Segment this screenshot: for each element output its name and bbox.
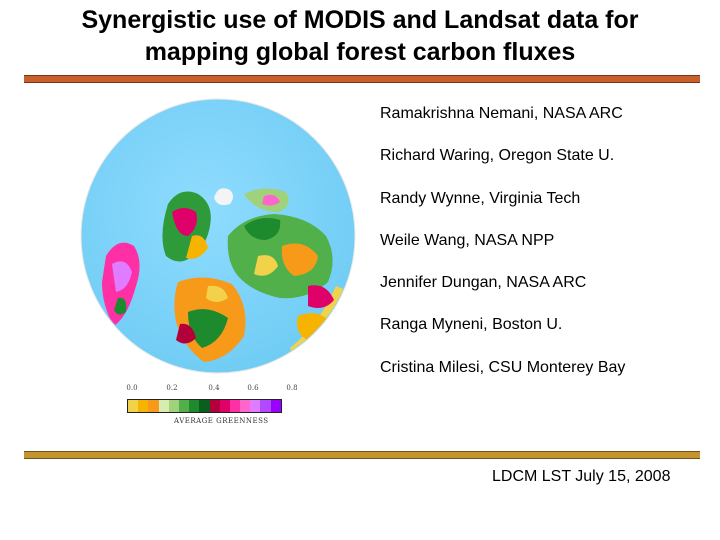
legend-swatch bbox=[229, 400, 241, 412]
legend-swatch bbox=[189, 400, 200, 412]
title-line-1: Synergistic use of MODIS and Landsat dat… bbox=[81, 6, 639, 34]
slide-title: Synergistic use of MODIS and Landsat dat… bbox=[0, 4, 720, 68]
title-divider bbox=[24, 75, 700, 83]
legend-tick: 0.4 bbox=[208, 384, 220, 392]
legend-swatch bbox=[148, 400, 159, 412]
greenness-legend: 0.0 0.2 0.4 0.6 0.8 AVERAGE GREENNESS bbox=[120, 384, 320, 434]
legend-color-bar bbox=[127, 399, 282, 413]
legend-swatch bbox=[128, 400, 139, 412]
legend-tick: 0.6 bbox=[247, 384, 259, 392]
legend-swatch bbox=[209, 400, 220, 412]
legend-swatch bbox=[219, 400, 230, 412]
legend-tick: 0.0 bbox=[126, 384, 138, 392]
legend-label: AVERAGE GREENNESS bbox=[174, 417, 269, 425]
footer-text: LDCM LST July 15, 2008 bbox=[492, 468, 671, 485]
legend-tick: 0.2 bbox=[166, 384, 178, 392]
ndvi-globe-map-icon bbox=[68, 86, 368, 386]
legend-swatch bbox=[158, 400, 169, 412]
legend-swatch bbox=[178, 400, 190, 412]
author-list: Ramakrishna Nemani, NASA ARC Richard War… bbox=[380, 104, 625, 400]
author-item: Jennifer Dungan, NASA ARC bbox=[380, 274, 587, 292]
legend-tick: 0.8 bbox=[286, 384, 298, 392]
legend-swatch bbox=[260, 400, 271, 412]
footer-divider bbox=[24, 451, 700, 459]
legend-swatch bbox=[138, 400, 149, 412]
legend-ticks: 0.0 0.2 0.4 0.6 0.8 bbox=[120, 384, 320, 394]
legend-swatch bbox=[270, 400, 281, 412]
author-item: Cristina Milesi, CSU Monterey Bay bbox=[380, 358, 626, 376]
author-item: Ramakrishna Nemani, NASA ARC bbox=[380, 105, 623, 122]
author-item: Ranga Myneni, Boston U. bbox=[380, 316, 563, 334]
title-line-2: mapping global forest carbon fluxes bbox=[144, 38, 576, 66]
author-item: Randy Wynne, Virginia Tech bbox=[380, 189, 581, 207]
legend-swatch bbox=[240, 400, 251, 412]
author-item: Richard Waring, Oregon State U. bbox=[380, 147, 615, 165]
author-item: Weile Wang, NASA NPP bbox=[380, 231, 555, 249]
legend-swatch bbox=[168, 400, 179, 412]
legend-swatch bbox=[199, 400, 210, 412]
legend-swatch bbox=[250, 400, 261, 412]
